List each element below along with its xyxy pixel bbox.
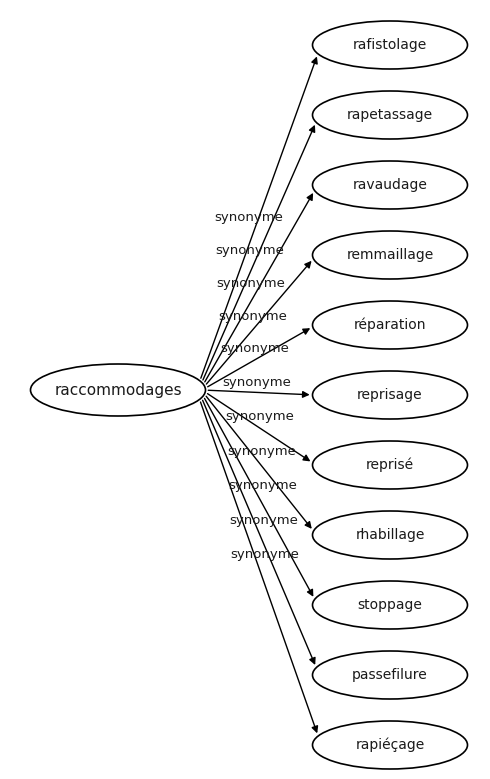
Text: rhabillage: rhabillage [355, 528, 425, 542]
Text: remmaillage: remmaillage [346, 248, 434, 262]
FancyArrowPatch shape [203, 400, 315, 664]
Text: synonyme: synonyme [230, 548, 299, 562]
Text: synonyme: synonyme [216, 277, 285, 290]
FancyArrowPatch shape [206, 262, 311, 384]
Text: ravaudage: ravaudage [353, 178, 427, 192]
FancyArrowPatch shape [208, 390, 308, 397]
FancyArrowPatch shape [203, 126, 315, 380]
Text: synonyme: synonyme [214, 211, 283, 224]
FancyArrowPatch shape [205, 194, 312, 382]
Text: synonyme: synonyme [228, 479, 297, 492]
Text: reprisé: reprisé [366, 458, 414, 472]
FancyArrowPatch shape [208, 393, 309, 460]
FancyArrowPatch shape [200, 402, 318, 732]
Text: raccommodages: raccommodages [54, 382, 182, 397]
Text: réparation: réparation [354, 318, 426, 333]
FancyArrowPatch shape [201, 58, 317, 379]
Text: stoppage: stoppage [358, 598, 422, 612]
Text: reprisage: reprisage [357, 388, 423, 402]
Text: synonyme: synonyme [225, 410, 294, 423]
Text: rapiéçage: rapiéçage [355, 738, 425, 753]
Text: synonyme: synonyme [222, 376, 292, 389]
Text: synonyme: synonyme [215, 244, 284, 257]
FancyArrowPatch shape [204, 398, 313, 595]
FancyArrowPatch shape [206, 397, 311, 527]
Text: passefilure: passefilure [352, 668, 428, 682]
Text: synonyme: synonyme [220, 343, 289, 355]
FancyArrowPatch shape [208, 329, 309, 387]
Text: rapetassage: rapetassage [347, 108, 433, 122]
Text: rafistolage: rafistolage [353, 38, 427, 52]
Text: synonyme: synonyme [227, 445, 296, 457]
Text: synonyme: synonyme [218, 309, 287, 323]
Text: synonyme: synonyme [229, 514, 298, 527]
